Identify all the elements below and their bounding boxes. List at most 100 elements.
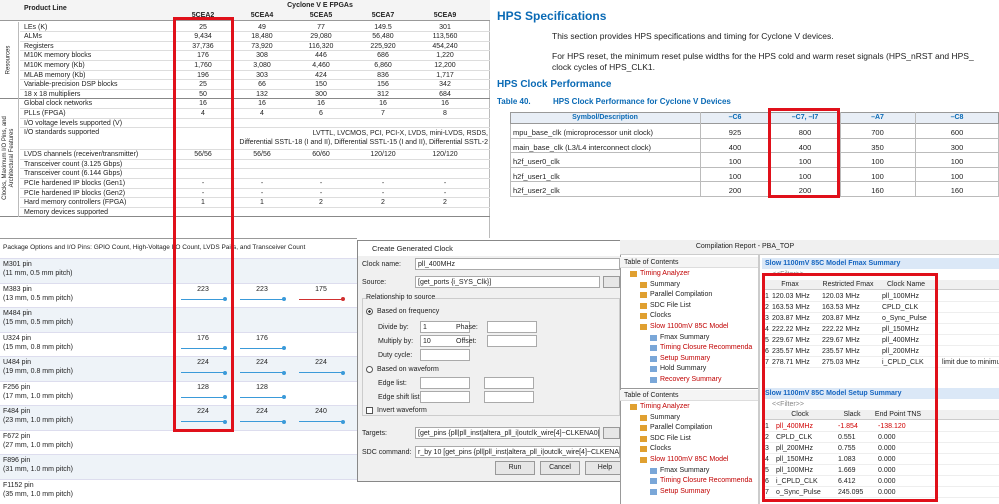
text-input[interactable]: 1 [420,321,470,333]
cell: 2 [443,199,447,207]
toc-item[interactable]: SDC File List [650,434,691,442]
toc-item[interactable]: Clocks [650,312,672,320]
cell: 29,080 [310,33,332,41]
table-cell: i_CPLD_CLK [882,359,924,366]
hps-cell: 100 [871,171,884,181]
browse-button[interactable] [603,276,620,288]
text-input[interactable] [487,335,537,347]
text-input[interactable] [487,321,537,333]
toc-separator [620,388,758,389]
table-cell: 235.57 MHz [772,348,810,355]
cell: 37,736 [192,42,214,50]
toc-item[interactable]: Slow 1100mV 85C Model [650,456,729,463]
dialog-label: Offset: [456,338,477,345]
toc-icon [650,488,657,495]
table-row [762,487,999,498]
filter: <<Filter>> [772,401,804,408]
radio-button[interactable] [366,366,373,373]
text-input[interactable] [420,349,470,361]
doc-paragraph: This section provides HPS specifications… [552,31,834,41]
text-input[interactable] [420,377,470,389]
toc-item[interactable]: Timing Closure Recommenda [660,344,753,352]
row-label: Registers [24,42,54,50]
toc-icon [640,446,647,453]
report-titlebar [620,240,999,255]
table-row [762,454,999,465]
text-input[interactable] [484,391,534,403]
cell: 2 [319,199,323,207]
text-input[interactable] [420,391,470,403]
package-row [0,356,357,381]
cell: 56,480 [372,33,394,41]
row-label: M10K memory (Kb) [24,61,85,69]
cell: 6 [319,109,323,117]
cell: 196 [197,71,209,79]
hps-cell: 100 [798,171,812,181]
cell: 4 [201,109,205,117]
table-cell: -1.854 [838,423,858,430]
toc-icon [640,457,647,463]
text-input[interactable]: [get_pins {pll|pll_inst|altera_pll_i|out… [415,427,600,439]
text-input[interactable] [484,377,534,389]
button[interactable]: Run [495,461,535,475]
group-label: Clocks, Maximum I/O Pins, and Architectu… [2,115,15,200]
text-input[interactable]: pll_400MHz [415,258,620,270]
hps-cell: 200 [798,186,812,195]
toc-item[interactable]: Parallel Compilation [650,424,713,432]
cell: 454,240 [432,42,458,50]
package-cell: 224 [315,359,327,366]
button[interactable]: Help [585,461,625,475]
button[interactable]: Cancel [540,461,580,475]
toc-item[interactable]: Fmax Summary [660,333,710,341]
range-dot [223,419,227,424]
row-number: 3 [765,315,769,322]
browse-button[interactable] [603,427,620,439]
table-cell: 0.000 [878,434,896,441]
toc-item[interactable]: Fmax Summary [660,466,710,474]
toc-item[interactable]: Timing Closure Recommenda [660,477,753,485]
row-line [20,50,490,52]
toc-item[interactable]: Recovery Summary [660,376,722,383]
checkbox[interactable] [366,407,373,414]
toc-item[interactable]: Setup Summary [660,354,711,362]
toc-item[interactable]: Slow 1100mV 85C Model [650,323,729,330]
toc-item[interactable]: Timing Analyzer [640,403,690,410]
text-input[interactable]: r_by 10 [get_pins {pll|pll_inst|altera_p… [415,446,620,458]
radio-button[interactable] [366,308,373,315]
row-label: PCIe hardened IP blocks (Gen2) [24,189,126,197]
row-label: Transceiver count (6.144 Gbps) [24,170,123,178]
row-label: MLAB memory (Kb) [24,71,86,79]
row-line [20,187,490,189]
package-size: (15 mm, 0.8 mm pitch) [3,343,74,351]
toc-item[interactable]: Setup Summary [660,487,711,495]
toc-item[interactable]: Timing Analyzer [640,270,690,277]
cell: 308 [256,52,268,60]
hps-cell: 400 [728,142,742,152]
package-row [0,405,357,430]
package-name: U484 pin [3,359,32,366]
hps-cell: h2f_user2_clk [513,186,560,195]
toc-icon [640,292,647,299]
table-cell: -138.120 [878,423,906,430]
package-row [0,258,357,283]
cell: 1 [260,199,264,207]
toc-item[interactable]: Hold Summary [660,365,707,373]
toc-icon [640,313,647,320]
cell: 12,200 [434,61,456,69]
toc-item[interactable]: SDC File List [650,301,691,309]
toc-item[interactable]: Parallel Compilation [650,291,713,299]
package-cell: 176 [256,334,268,342]
table-cell: 1.669 [838,467,856,474]
toc-item[interactable]: Summary [650,280,680,288]
package-row [0,478,357,503]
text-input[interactable]: 10 [420,335,470,347]
toc-item[interactable]: Summary [650,413,680,421]
range-line [299,372,343,374]
package-size: (27 mm, 1.0 mm pitch) [3,441,74,449]
package-size: (23 mm, 1.0 mm pitch) [3,417,74,424]
hps-cell: main_base_clk (L3/L4 interconnect clock) [513,142,651,152]
text-input[interactable]: [get_ports {i_SYS_Clk}] [415,276,600,288]
hps-cell: 100 [798,157,812,166]
group-box [362,298,620,416]
toc-item[interactable]: Clocks [650,445,672,453]
